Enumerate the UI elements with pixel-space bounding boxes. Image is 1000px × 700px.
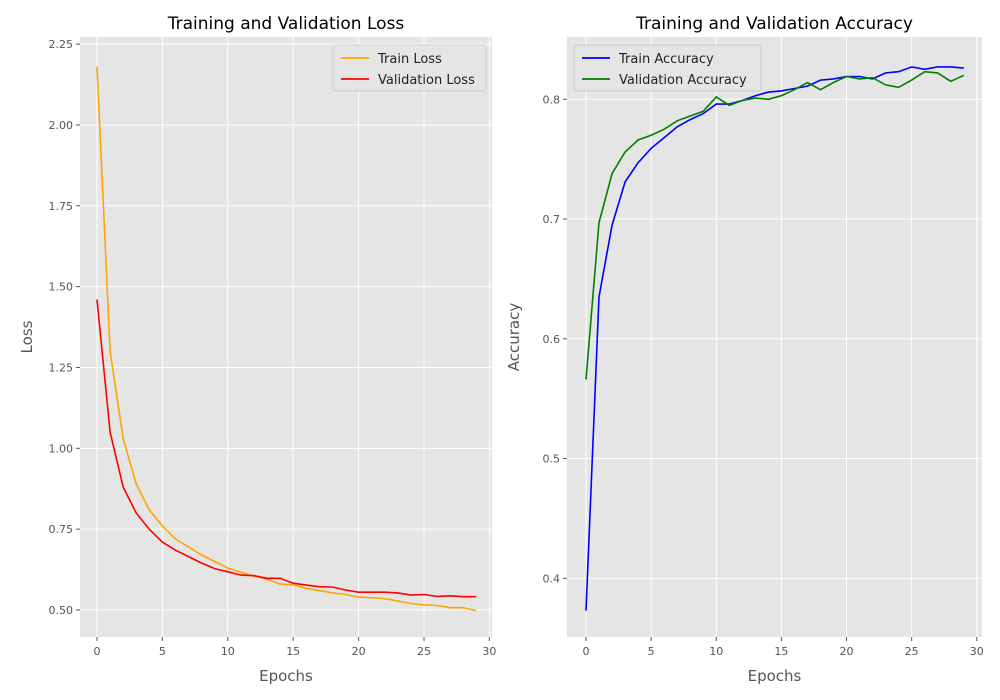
y-tick-label: 1.25 (49, 361, 74, 374)
x-tick-label: 5 (648, 645, 655, 658)
chart-0: 0 5 10 15 20 25 30 0.50 0.75 1.00 1.25 1.50 1.75 2.00… (18, 14, 496, 685)
y-tick-label: 0.6 (543, 333, 561, 346)
y-tick-label: 0.8 (543, 93, 561, 106)
y-tick-label: 1.75 (49, 200, 74, 213)
legend-label: Validation Loss (378, 73, 475, 88)
y-tick-label: 0.5 (543, 453, 561, 466)
legend: Train Accuracy Validation Accuracy (573, 44, 762, 92)
chart-title: Training and Validation Accuracy (635, 14, 913, 34)
y-axis-label: Loss (18, 320, 36, 353)
legend-box (573, 44, 762, 92)
chart-title: Training and Validation Loss (167, 14, 405, 34)
x-tick-label: 30 (970, 645, 984, 658)
y-tick-label: 0.4 (543, 572, 561, 585)
x-tick-label: 15 (774, 645, 788, 658)
x-tick-label: 25 (905, 645, 919, 658)
x-tick-label: 20 (840, 645, 854, 658)
x-tick-label: 10 (221, 645, 235, 658)
x-tick-label: 5 (159, 645, 166, 658)
y-tick-label: 1.00 (49, 442, 74, 455)
legend: Train Loss Validation Loss (332, 44, 487, 92)
y-tick-label: 0.7 (543, 213, 561, 226)
y-tick-label: 2.00 (49, 119, 74, 132)
x-tick-label: 10 (709, 645, 723, 658)
y-axis-label: Accuracy (505, 303, 523, 372)
x-tick-label: 15 (286, 645, 300, 658)
series-line-0 (585, 66, 964, 611)
plot-area (80, 37, 492, 637)
x-tick-label: 25 (417, 645, 431, 658)
y-tick-label: 1.50 (49, 281, 74, 294)
legend-box (332, 44, 487, 92)
y-tick-label: 2.25 (49, 38, 74, 51)
series-line-1 (585, 70, 965, 380)
chart-1: 0 5 10 15 20 25 30 0.4 0.5 0.6 0.7 0.8 Training and … (505, 14, 984, 685)
x-tick-label: 30 (482, 645, 496, 658)
legend-label: Train Accuracy (618, 52, 714, 67)
x-axis-label: Epochs (259, 667, 313, 685)
legend-label: Validation Accuracy (619, 73, 747, 88)
x-tick-label: 0 (94, 645, 101, 658)
y-tick-label: 0.50 (49, 604, 74, 617)
x-tick-label: 0 (583, 645, 590, 658)
x-tick-label: 20 (352, 645, 366, 658)
legend-label: Train Loss (377, 52, 442, 67)
plot-area (567, 37, 982, 637)
x-axis-label: Epochs (748, 667, 802, 685)
series-line-1 (96, 299, 477, 598)
series-line-0 (96, 66, 477, 612)
y-tick-label: 0.75 (49, 523, 74, 536)
